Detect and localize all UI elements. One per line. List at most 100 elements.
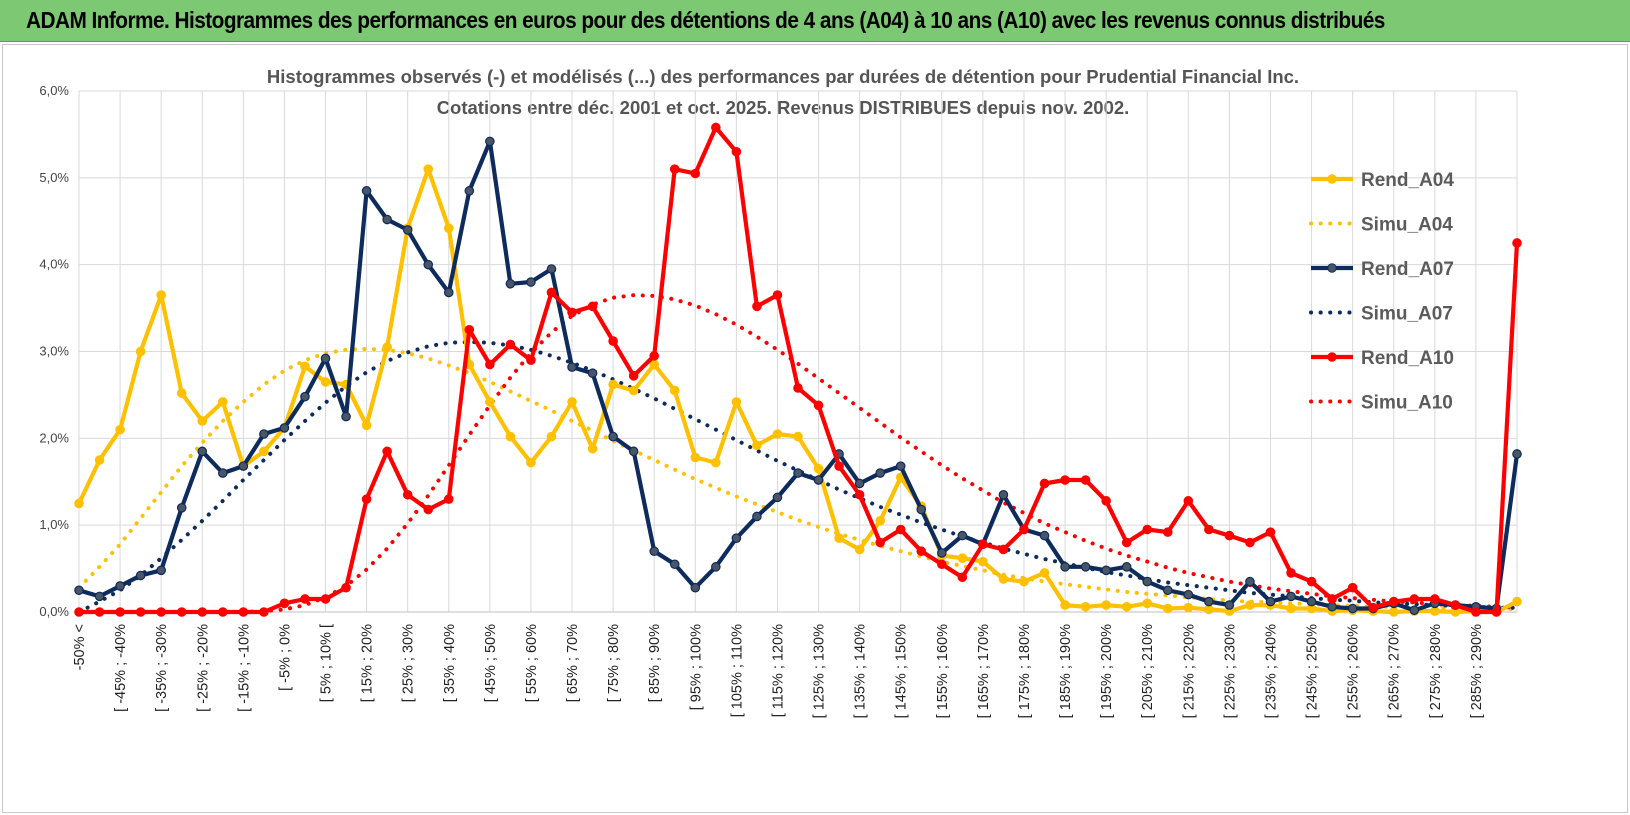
series-line [76,125,1520,615]
data-point [1060,562,1070,572]
data-point [752,511,762,522]
data-point [197,446,208,457]
data-point [341,411,351,422]
data-point [936,559,947,570]
data-point [1265,527,1276,537]
data-point [443,494,454,504]
x-tick-label: [ 225% ; 230% [1222,624,1238,718]
x-tick-label: [ 115% ; 120% [770,624,786,717]
data-point [1183,602,1194,613]
y-tick-label: 2,0% [39,430,69,445]
data-point [259,607,269,617]
data-point [156,565,166,576]
series-line [77,293,1519,614]
data-point [875,537,885,548]
legend-marker [1327,263,1337,273]
x-tick-label: [ 185% ; 190% [1058,624,1074,718]
data-point [1204,524,1214,535]
x-tick-label: [ 25% ; 30% [401,624,417,702]
data-point [567,307,577,318]
data-point [649,546,659,557]
data-point [998,544,1009,555]
data-point [649,351,659,361]
data-point [998,574,1009,584]
data-point [916,504,927,515]
data-point [628,385,639,396]
data-point [218,468,228,478]
y-tick-label: 4,0% [39,257,69,272]
data-point [875,516,885,526]
chart-svg: Histogrammes observés (-) et modélisés (… [39,66,1522,718]
data-point [916,546,927,557]
data-point [608,336,618,346]
data-point [1121,562,1132,572]
data-point [135,346,146,357]
data-point [526,355,536,365]
data-point [608,431,618,442]
chart-title: Histogrammes observés (-) et modélisés (… [267,66,1299,87]
data-point [361,494,372,504]
data-point [1121,601,1132,612]
data-point [176,502,187,513]
data-point [1286,591,1296,602]
data-point [1245,600,1255,610]
data-point [813,463,824,474]
data-point [1080,475,1091,485]
data-point [74,607,84,617]
data-point [731,146,742,157]
x-tick-label: [ 255% ; 260% [1346,624,1362,718]
data-point [485,136,495,147]
data-point [813,475,824,485]
data-point [608,379,618,390]
y-tick-label: 0,0% [39,604,69,619]
data-point [74,585,84,596]
data-point [998,489,1009,500]
x-tick-label: [ 85% ; 90% [647,624,663,702]
data-point [772,492,783,503]
data-point [115,607,125,617]
data-point [587,368,598,379]
data-point [957,553,968,563]
data-point [238,607,249,617]
data-point [752,301,762,312]
legend-label: Rend_A10 [1361,348,1454,369]
header-banner: ADAM Informe. Histogrammes des performan… [0,0,1630,42]
x-tick-label: [ 125% ; 130% [812,624,828,718]
data-point [546,287,557,298]
legend-item-rend-a10: Rend_A10 [1311,348,1454,369]
data-point [669,559,680,570]
x-tick-label: [ 45% ; 50% [483,624,499,702]
data-point [772,429,783,439]
data-point [402,225,413,235]
data-point [834,461,844,471]
data-point [1224,530,1235,541]
data-point [485,397,495,407]
data-point [300,391,310,402]
data-point [526,457,536,468]
data-point [1512,238,1522,248]
series-layer [74,122,1522,617]
data-point [1142,576,1153,587]
data-point [1327,601,1337,612]
data-point [834,533,844,543]
data-point [1204,604,1214,615]
data-point [320,594,331,604]
data-point [1388,596,1399,607]
gridlines [78,90,1518,613]
data-point [587,443,598,454]
data-point [423,259,434,270]
data-point [587,301,598,312]
x-tick-label: [ 155% ; 160% [935,624,951,718]
data-point [628,446,639,457]
data-point [382,342,392,352]
x-tick-label: [ -5% ; 0% [277,624,293,691]
data-point [1347,582,1358,593]
series-rend-a07 [74,136,1522,616]
data-point [854,478,865,489]
data-point [1512,596,1522,607]
series-simu-a04 [77,346,1519,612]
data-point [895,461,906,471]
data-point [1039,530,1050,541]
x-tick-label: [ 285% ; 290% [1469,624,1485,718]
x-tick-label: [ 145% ; 150% [894,624,910,718]
